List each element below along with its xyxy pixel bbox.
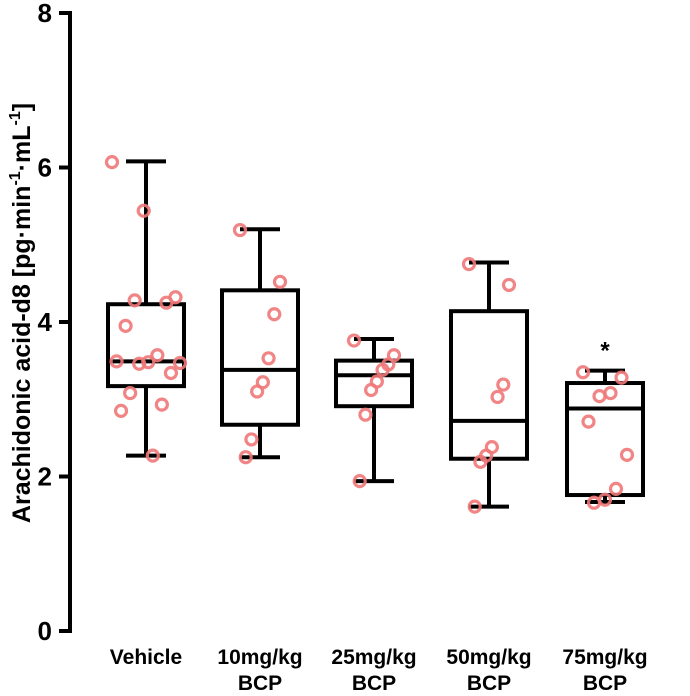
x-category-sublabel-4: BCP xyxy=(583,672,627,695)
axes: 0 2 4 6 8 xyxy=(38,0,72,646)
data-point-1-5 xyxy=(250,384,265,399)
box-1 xyxy=(220,288,300,427)
group-1: 10mg/kg BCP xyxy=(217,222,303,695)
plot-area: Vehicle 10mg/kg BCP 25mg/kg BCP 50mg/kg BCP * 75… xyxy=(104,154,648,695)
y-axis-title-sup-2: -1 xyxy=(7,111,24,125)
group-0: Vehicle xyxy=(104,154,188,669)
x-category-label-4: 75mg/kg xyxy=(562,646,647,669)
data-point-3-0 xyxy=(461,256,477,272)
data-point-3-2 xyxy=(496,377,511,392)
x-category-label-3: 50mg/kg xyxy=(446,646,531,669)
data-point-3-7 xyxy=(467,499,482,514)
y-tick-label-4: 8 xyxy=(38,0,52,28)
x-category-label-2: 25mg/kg xyxy=(331,646,416,669)
data-point-0-8 xyxy=(141,355,156,370)
data-point-0-10 xyxy=(132,356,147,371)
data-point-4-3 xyxy=(592,389,607,404)
data-point-0-0 xyxy=(104,154,120,170)
x-category-sublabel-1: BCP xyxy=(238,672,282,695)
data-point-2-3 xyxy=(375,362,390,377)
data-point-0-1 xyxy=(136,203,151,218)
data-point-1-3 xyxy=(261,351,276,366)
data-point-0-14 xyxy=(113,403,129,418)
data-point-4-1 xyxy=(614,370,629,385)
group-4: * 75mg/kg BCP xyxy=(562,338,647,695)
data-point-0-6 xyxy=(150,348,165,363)
data-point-4-4 xyxy=(581,414,596,429)
data-point-0-9 xyxy=(172,355,188,371)
group-3: 50mg/kg BCP xyxy=(446,256,532,695)
x-category-label-1: 10mg/kg xyxy=(217,646,302,669)
data-point-1-6 xyxy=(244,432,259,447)
data-point-0-12 xyxy=(123,385,138,401)
data-point-1-1 xyxy=(272,274,288,289)
data-point-4-0 xyxy=(575,365,591,380)
data-point-2-7 xyxy=(352,474,367,489)
data-point-2-6 xyxy=(358,407,373,422)
data-point-0-11 xyxy=(163,365,179,381)
x-category-sublabel-3: BCP xyxy=(467,672,511,695)
data-point-0-5 xyxy=(118,318,133,333)
data-point-2-0 xyxy=(346,333,362,348)
box-2 xyxy=(334,358,414,409)
data-point-0-4 xyxy=(159,295,174,310)
group-2: 25mg/kg BCP xyxy=(331,333,417,695)
box-3 xyxy=(449,309,529,461)
x-category-sublabel-2: BCP xyxy=(352,672,396,695)
data-point-0-15 xyxy=(145,448,160,463)
data-point-0-7 xyxy=(109,354,124,369)
y-axis-title-middle: ·mL xyxy=(8,125,36,171)
data-point-1-0 xyxy=(232,222,248,238)
y-tick-label-1: 2 xyxy=(38,462,52,492)
significance-marker-4: * xyxy=(600,338,610,365)
y-tick-label-3: 6 xyxy=(38,153,52,183)
y-axis-title: Arachidonic acid-d8 [pg·min-1·mL-1] xyxy=(7,103,36,523)
data-point-0-3 xyxy=(127,293,142,308)
data-point-3-3 xyxy=(490,389,505,405)
y-tick-label-0: 0 xyxy=(38,616,52,646)
data-point-4-2 xyxy=(603,385,618,401)
y-tick-label-2: 4 xyxy=(38,307,53,337)
box-0 xyxy=(106,302,186,389)
y-axis-title-prefix: Arachidonic acid-d8 [pg·min xyxy=(8,186,36,524)
data-point-4-5 xyxy=(619,447,635,462)
data-point-4-6 xyxy=(608,481,624,496)
data-point-3-1 xyxy=(501,277,517,293)
data-point-3-6 xyxy=(473,454,488,469)
data-point-0-13 xyxy=(154,397,169,412)
data-point-1-7 xyxy=(238,450,253,465)
data-point-4-8 xyxy=(586,495,602,510)
data-point-2-5 xyxy=(364,382,379,398)
y-axis-title-suffix: ] xyxy=(8,103,36,111)
data-point-1-2 xyxy=(267,307,282,322)
x-category-label-0: Vehicle xyxy=(110,646,182,669)
y-axis-title-sup-1: -1 xyxy=(7,171,24,185)
